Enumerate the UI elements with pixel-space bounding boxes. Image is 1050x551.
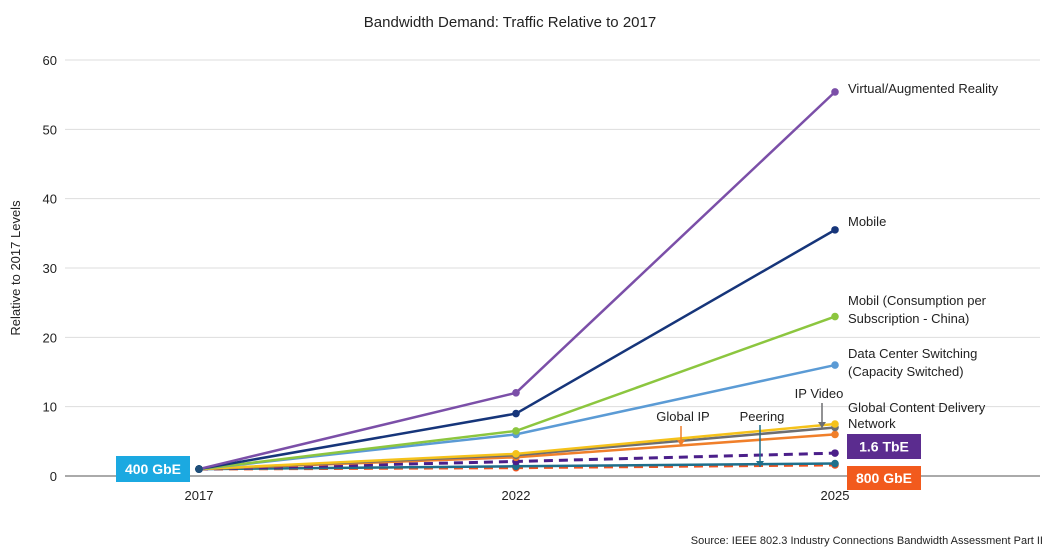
annotation-peering: Peering (740, 409, 785, 424)
chart-title: Bandwidth Demand: Traffic Relative to 20… (364, 14, 656, 31)
data-point (831, 420, 839, 428)
y-tick-label: 40 (43, 192, 57, 207)
y-tick-label: 60 (43, 53, 57, 68)
arrow-head-icon (677, 440, 685, 446)
annotation-global-ip: Global IP (656, 409, 709, 424)
badge-badge_800 (847, 466, 921, 490)
series-label: (Capacity Switched) (848, 364, 964, 379)
badge-label: 1.6 TbE (859, 439, 909, 455)
data-point (195, 465, 203, 473)
series-label: Network (848, 416, 896, 431)
badge-badge_400 (116, 456, 190, 482)
data-point (831, 361, 839, 369)
series-label: Mobil (Consumption per (848, 293, 987, 308)
series-label: Data Center Switching (848, 346, 977, 361)
series-label: Global Content Delivery (848, 400, 986, 415)
series-label: Virtual/Augmented Reality (848, 81, 999, 96)
y-tick-label: 20 (43, 330, 57, 345)
y-tick-label: 50 (43, 122, 57, 137)
data-point (512, 427, 520, 435)
data-point (831, 430, 839, 439)
data-point (512, 389, 520, 397)
badge-label: 400 GbE (125, 461, 181, 477)
y-tick-label: 10 (43, 400, 57, 415)
data-point (831, 459, 839, 468)
data-point (831, 226, 839, 234)
source-note: Source: IEEE 802.3 Industry Connections … (691, 535, 1043, 547)
y-tick-label: 0 (50, 469, 57, 484)
arrow-head-icon (756, 461, 764, 467)
arrow-head-icon (818, 422, 826, 428)
badge-badge_1600 (847, 434, 921, 459)
data-point (512, 409, 520, 418)
y-tick-label: 30 (43, 261, 57, 276)
badge-label: 800 GbE (856, 470, 912, 486)
x-tick-label: 2017 (185, 488, 214, 503)
data-point (831, 88, 839, 96)
x-tick-label: 2022 (502, 488, 531, 503)
data-point (512, 450, 520, 458)
data-point (831, 449, 839, 457)
data-point (831, 312, 839, 321)
series-label: Subscription - China) (848, 311, 969, 326)
series-label: Mobile (848, 214, 886, 229)
x-tick-label: 2025 (821, 488, 850, 503)
y-axis-label: Relative to 2017 Levels (8, 200, 23, 336)
annotation-ip-video: IP Video (795, 386, 844, 401)
